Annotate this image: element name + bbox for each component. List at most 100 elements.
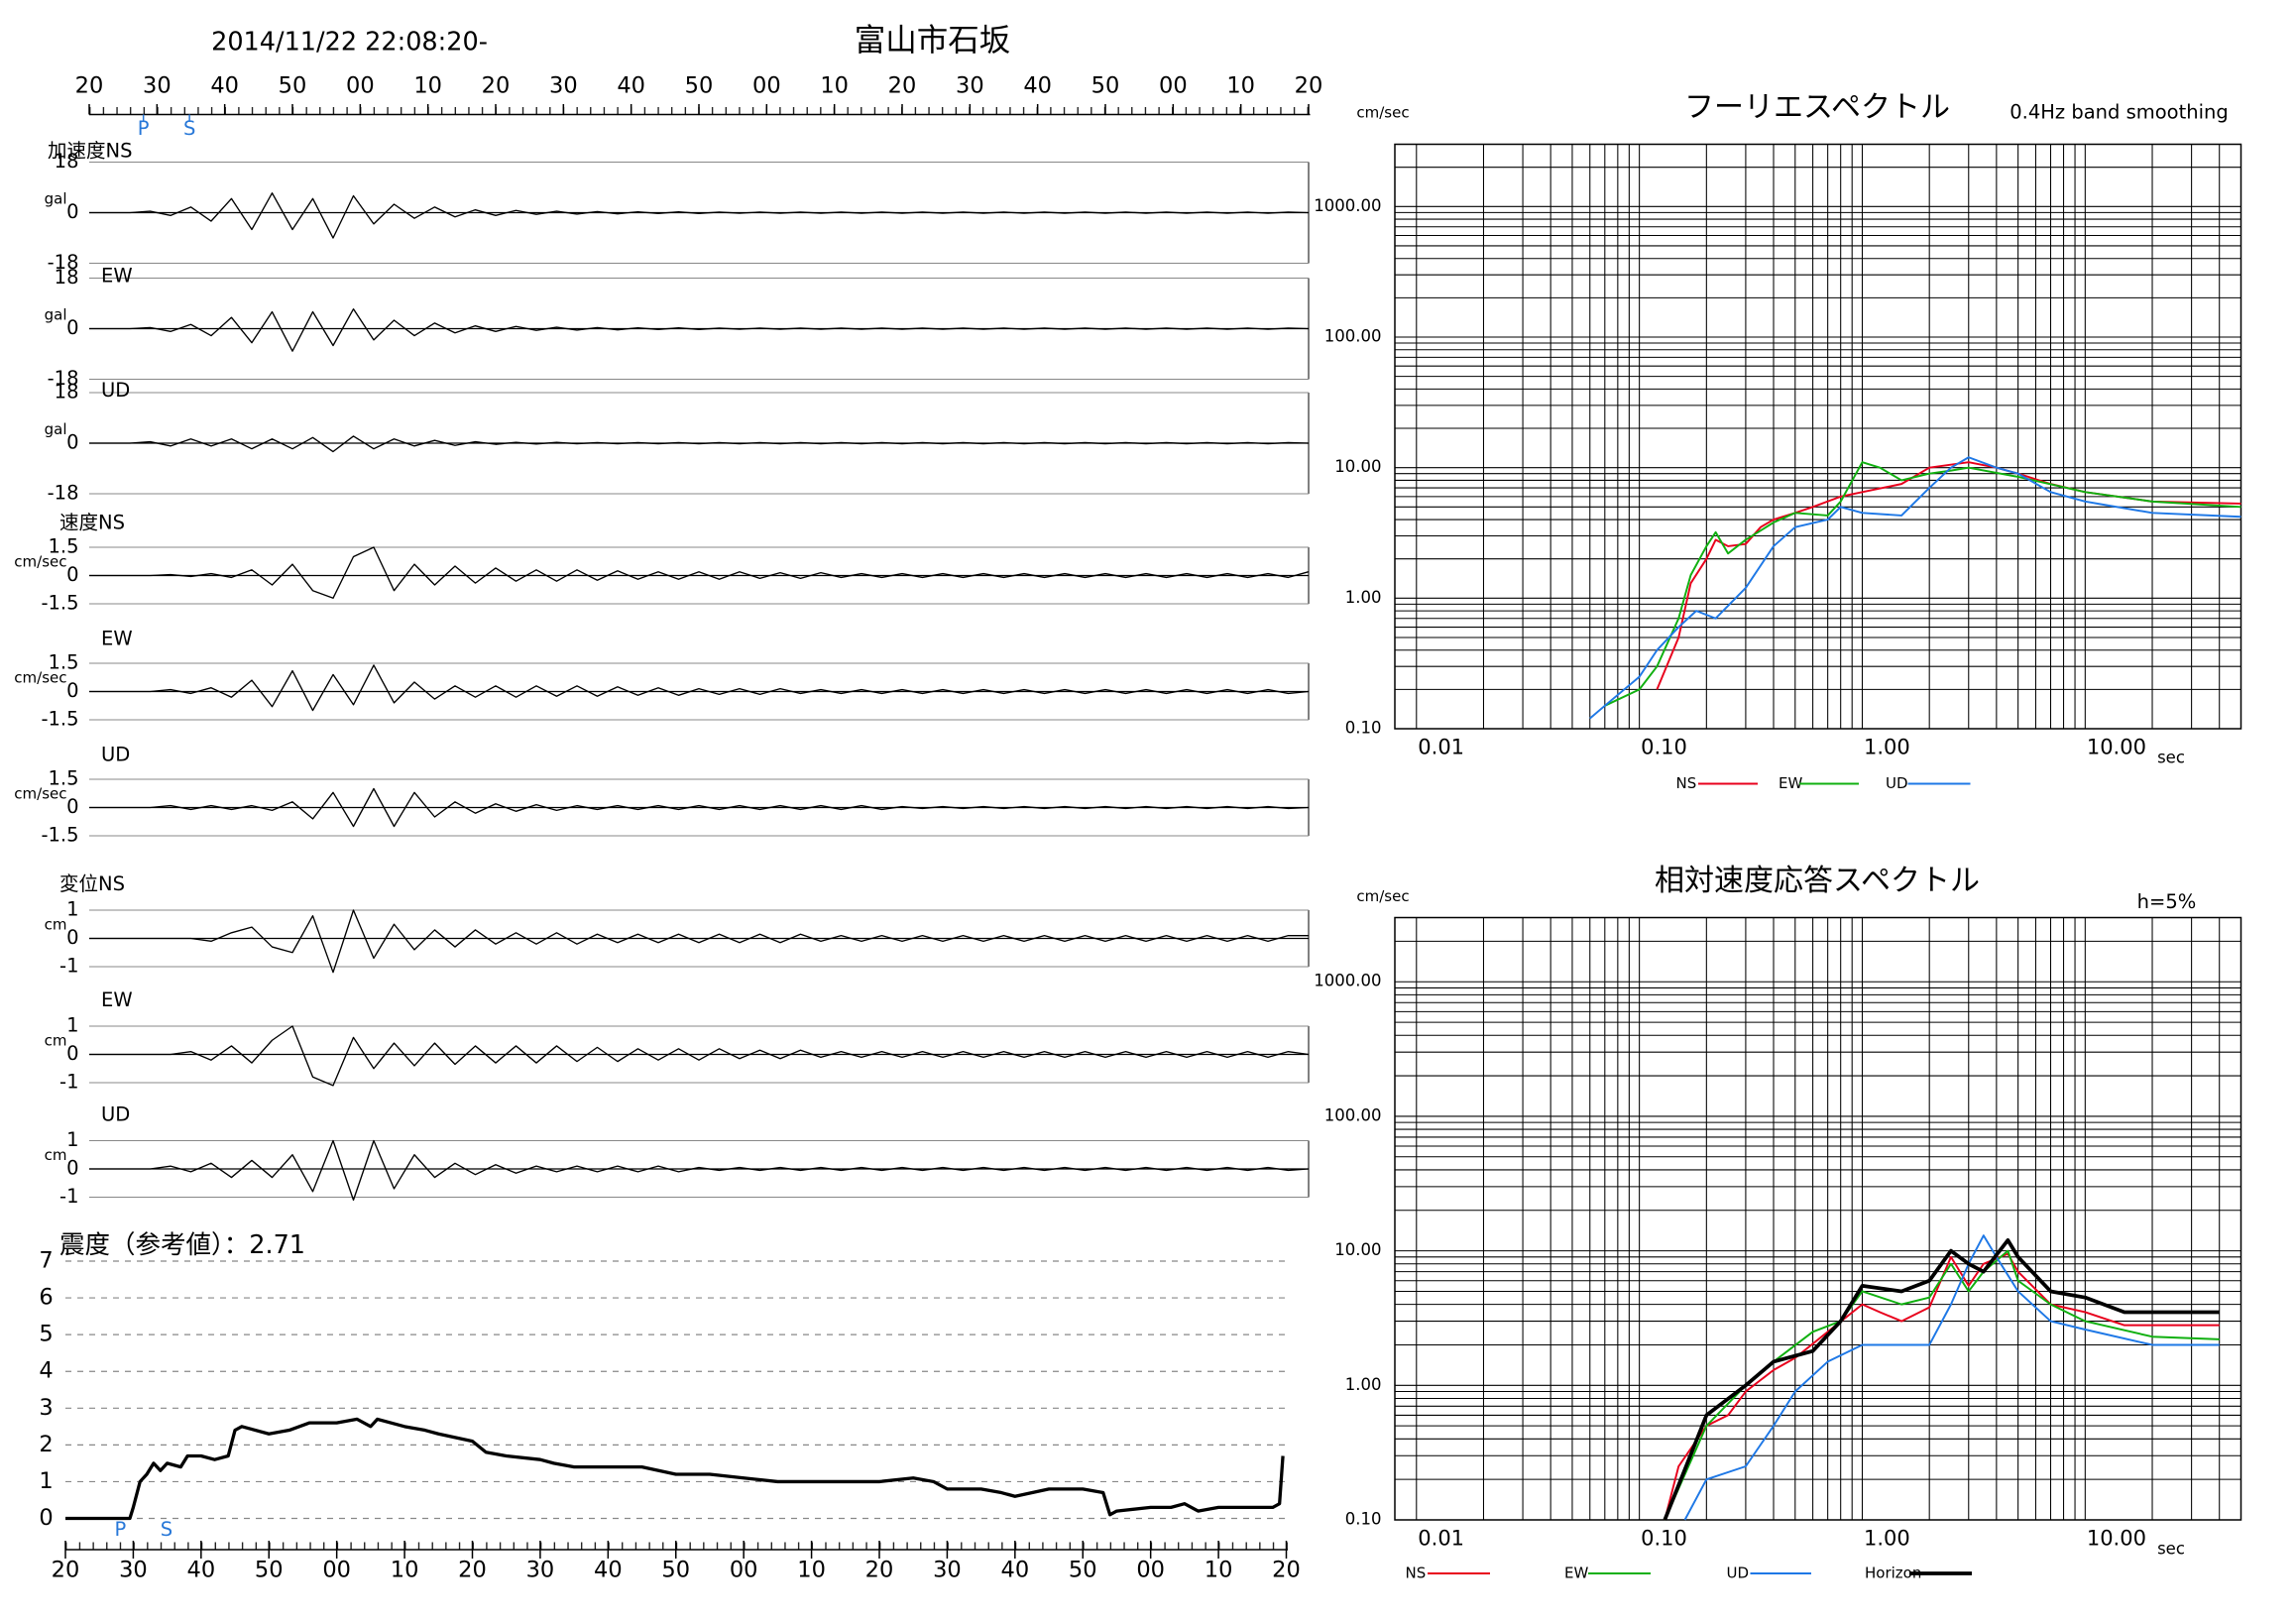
x-tick-label: 20 [52,1558,80,1583]
y-tick-label: 0.10 [1345,1510,1382,1529]
y-tick-label: 1000.00 [1314,972,1381,990]
y-tick-label: 1 [66,898,78,921]
chart-title: フーリエスペクトル [1684,90,1950,125]
x-tick-label: 10 [391,1558,419,1583]
unit-label: cm [45,916,67,934]
spectrum-line [1604,461,2241,707]
x-tick-label: 1.00 [1864,736,1910,759]
x-tick-label: 20 [865,1558,894,1583]
x-tick-label: 20 [1295,73,1323,99]
waveform [89,1025,1310,1087]
x-tick-label: 30 [143,73,172,99]
y-tick-label: 0 [66,431,78,454]
unit-label: cm [45,1032,67,1050]
y-tick-label: 0 [66,795,78,818]
x-tick-label: 30 [526,1558,555,1583]
phase-label: P [138,117,150,140]
waveform [89,307,1310,352]
x-tick-label: 0.01 [1418,736,1464,759]
y-tick-label: 6 [39,1285,53,1311]
x-tick-label: 0.01 [1418,1527,1464,1551]
x-tick-label: 00 [346,73,375,99]
panel-label: UD [101,744,130,766]
x-tick-label: 00 [752,73,781,99]
x-tick-label: 20 [888,73,917,99]
intensity-line [65,1417,1285,1521]
y-tick-label: 18 [55,266,79,289]
plot-frame [1394,143,2242,730]
intensity-title: 震度（参考値）：2.71 [59,1230,305,1260]
y-tick-label: 4 [39,1358,53,1384]
y-tick-label: -18 [48,482,79,505]
waveform [89,435,1310,453]
x-tick-label: 50 [685,73,714,99]
legend-label: EW [1564,1565,1588,1582]
x-tick-label: 50 [279,73,307,99]
waveform [89,787,1310,828]
station-name: 富山市石坂 [855,23,1011,58]
unit-label: cm [45,1146,67,1164]
y-tick-label: 3 [39,1395,53,1421]
y-tick-label: 100.00 [1324,1105,1382,1124]
x-tick-label: 10 [797,1558,826,1583]
spectrum-line [1589,456,2241,720]
x-tick-label: 40 [594,1558,623,1583]
y-tick-label: -1.5 [41,592,78,615]
panel-label: 速度NS [59,512,125,534]
waveform [89,191,1310,239]
x-tick-label: 20 [1272,1558,1301,1583]
y-tick-label: 10.00 [1334,457,1381,476]
x-unit: sec [2157,1540,2185,1559]
x-tick-label: 0.10 [1641,736,1687,759]
legend-label: Horizon [1865,1565,1921,1582]
phase-label: S [161,1518,172,1541]
y-tick-label: 1.5 [48,535,78,558]
y-tick-label: -1 [59,1185,78,1208]
plot-frame [1394,916,2242,1521]
y-tick-label: 0 [66,1157,78,1180]
unit-label: gal [45,190,67,208]
x-tick-label: 10.00 [2087,736,2146,759]
waveform [89,546,1310,599]
x-tick-label: 40 [617,73,645,99]
x-tick-label: 50 [661,1558,690,1583]
y-tick-label: 1 [39,1468,53,1494]
panel-label: EW [101,988,133,1011]
x-tick-label: 10 [1205,1558,1233,1583]
y-tick-label: 100.00 [1324,326,1382,345]
y-tick-label: 2 [39,1432,53,1457]
legend-label: NS [1406,1565,1427,1582]
y-tick-label: 0 [66,200,78,223]
y-tick-label: 18 [55,381,79,404]
x-tick-label: 10.00 [2087,1527,2146,1551]
x-unit: sec [2157,749,2185,767]
y-tick-label: 18 [55,150,79,173]
y-tick-label: -1.5 [41,708,78,731]
legend-label: UD [1727,1565,1750,1582]
panel-label: EW [101,628,133,650]
x-tick-label: 40 [210,73,239,99]
panel-label: 加速度NS [48,140,132,163]
x-tick-label: 50 [1091,73,1120,99]
unit-label: cm/sec [14,553,66,571]
panel-label: EW [101,265,133,288]
x-tick-label: 10 [1226,73,1255,99]
waveform [89,664,1310,712]
record-time: 2014/11/22 22:08:20- [211,28,488,58]
x-tick-label: 10 [413,73,442,99]
y-tick-label: -1 [59,955,78,978]
x-tick-label: 00 [1136,1558,1165,1583]
y-tick-label: 1.00 [1345,1375,1382,1394]
x-tick-label: 0.10 [1641,1527,1687,1551]
unit-label: gal [45,420,67,438]
panel-label: 変位NS [59,872,125,895]
spectrum-line [1663,1238,2220,1521]
phase-label: P [115,1518,127,1541]
legend-label: UD [1886,774,1908,792]
x-tick-label: 20 [458,1558,487,1583]
y-tick-label: 0 [66,926,78,949]
y-tick-label: 1.5 [48,767,78,790]
